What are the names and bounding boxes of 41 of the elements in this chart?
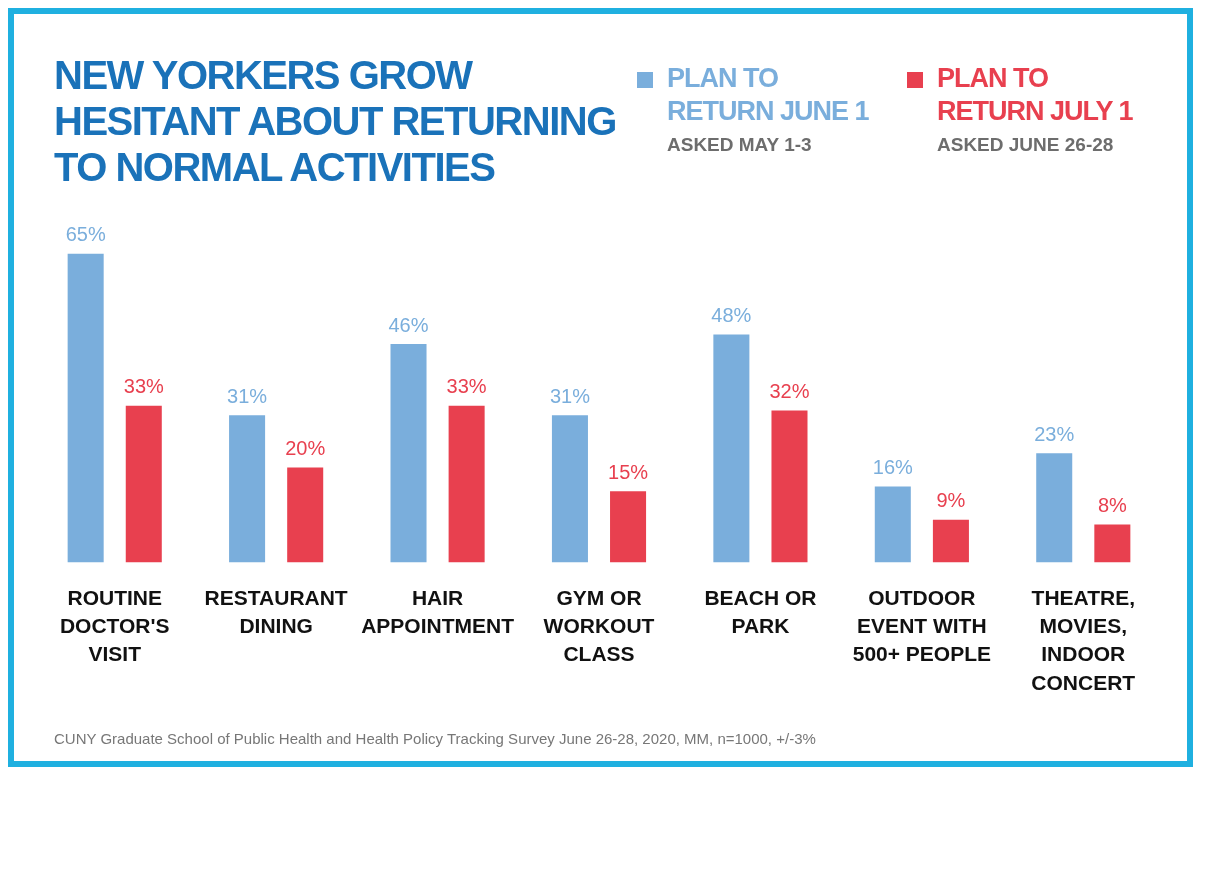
bar (1036, 453, 1073, 563)
x-tick-label: OUTDOOR EVENT WITH 500+ PEOPLE (852, 585, 992, 666)
data-label: 65% (65, 223, 106, 246)
legend-label: PLAN TO RETURN JULY 1 (937, 62, 1134, 128)
data-label: 31% (549, 384, 591, 407)
bar (610, 491, 647, 563)
data-label: 23% (1034, 422, 1075, 445)
bar (1094, 524, 1131, 563)
data-label: 31% (227, 384, 268, 407)
bar (287, 467, 324, 563)
bar (551, 415, 588, 563)
bar (125, 405, 162, 563)
bar (771, 410, 808, 563)
data-label: 8% (1097, 494, 1128, 517)
x-tick-label: GYM OR WORKOUT CLASS (543, 585, 655, 666)
data-label: 15% (608, 460, 649, 483)
x-tick-label: HAIR APPOINTMENT (361, 585, 515, 637)
data-label: 32% (769, 380, 810, 403)
bar (713, 334, 750, 563)
bar (874, 486, 911, 563)
data-label: 48% (711, 304, 752, 327)
data-label: 20% (285, 437, 326, 460)
data-label: 16% (872, 456, 914, 479)
bar (932, 519, 969, 563)
data-label: 33% (123, 375, 164, 398)
bar (448, 405, 485, 563)
text: ASKED JUNE 26-28 (937, 134, 1115, 156)
chart-title: NEW YORKERS GROW HESITANT ABOUT RETURNING TO NORMAL ACTIVITIES (54, 52, 617, 190)
bar (390, 344, 427, 563)
bar (67, 253, 104, 563)
data-label: 9% (936, 489, 966, 512)
bar (229, 415, 266, 563)
x-tick-label: BEACH OR PARK (704, 585, 817, 637)
x-tick-label: THEATRE, MOVIES, INDOOR CONCERT (1031, 585, 1136, 694)
legend-label: PLAN TO RETURN JUNE 1 (667, 62, 870, 128)
x-tick-label: ROUTINE DOCTOR'S VISIT (59, 585, 170, 666)
data-label: 46% (388, 313, 429, 336)
data-label: 33% (446, 375, 487, 398)
text: ASKED MAY 1-3 (667, 134, 813, 156)
x-tick-label: RESTAURANT DINING (204, 585, 348, 637)
text: CUNY Graduate School of Public Health and Health Policy Tracking Survey June 26-28, 2020, MM, n=1000, +/-3% (54, 730, 817, 747)
